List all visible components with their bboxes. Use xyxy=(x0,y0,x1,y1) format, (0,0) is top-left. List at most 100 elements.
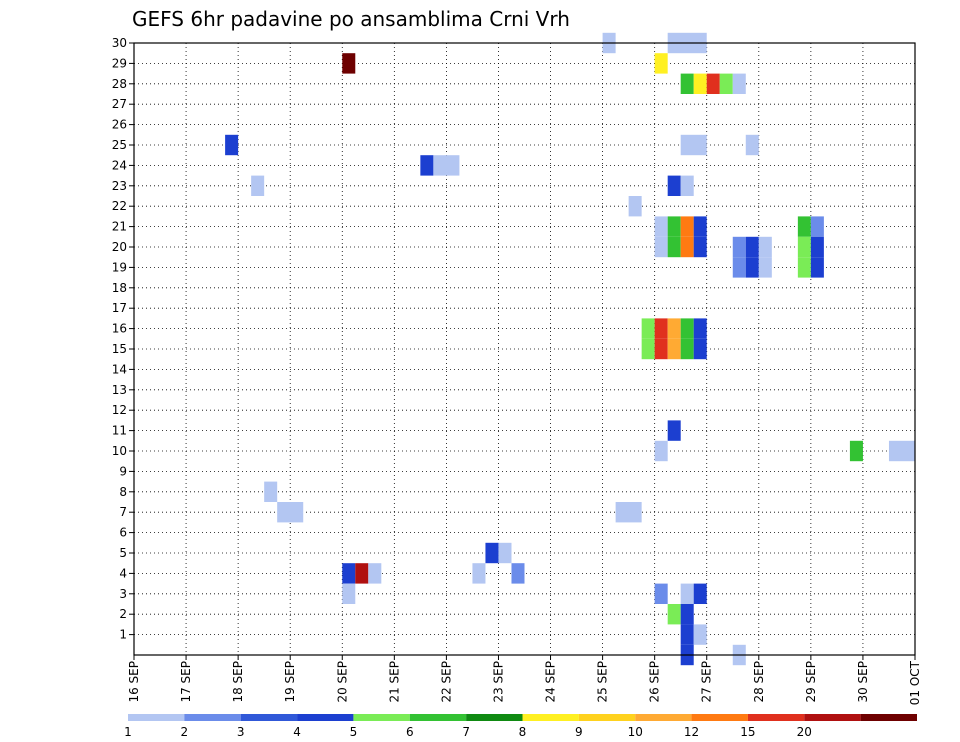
y-tick-label: 3 xyxy=(119,587,127,601)
y-tick-label: 12 xyxy=(112,403,127,417)
precip-cell xyxy=(654,53,668,74)
precip-cell xyxy=(667,175,681,196)
x-tick-label: 01 OCT xyxy=(908,660,922,705)
colorbar-label: 12 xyxy=(684,725,699,739)
y-tick-label: 10 xyxy=(112,444,127,458)
colorbar-swatch xyxy=(635,714,692,721)
y-tick-label: 9 xyxy=(119,464,127,478)
y-tick-label: 26 xyxy=(112,118,127,132)
colorbar-label: 20 xyxy=(797,725,812,739)
precip-cell xyxy=(667,604,681,625)
precip-cell xyxy=(485,542,499,564)
precip-cell xyxy=(693,73,707,94)
precip-cell xyxy=(797,216,811,237)
colorbar-swatch xyxy=(691,714,748,721)
precip-cell xyxy=(654,236,668,258)
y-tick-label: 6 xyxy=(119,526,127,540)
precip-cell xyxy=(368,563,382,584)
precip-cell xyxy=(355,563,369,584)
x-tick-label: 20 SEP xyxy=(335,661,349,703)
colorbar-label: 6 xyxy=(406,725,414,739)
precip-cell xyxy=(667,420,681,441)
precip-cell xyxy=(615,502,642,523)
x-tick-label: 16 SEP xyxy=(127,661,141,703)
colorbar-swatch xyxy=(747,714,805,721)
precip-cell xyxy=(732,236,746,258)
precip-cell xyxy=(758,236,772,258)
colorbar-swatch xyxy=(297,714,354,721)
y-tick-label: 13 xyxy=(112,383,127,397)
colorbar-swatch xyxy=(466,714,523,721)
precip-cell xyxy=(680,624,694,645)
precip-cell xyxy=(667,216,681,237)
colorbar-swatch xyxy=(184,714,241,721)
precip-cell xyxy=(797,236,811,258)
precip-cell xyxy=(654,583,668,604)
precip-cell xyxy=(693,338,707,360)
y-tick-label: 29 xyxy=(112,56,127,70)
y-tick-label: 19 xyxy=(112,260,127,274)
x-tick-label: 28 SEP xyxy=(752,661,766,703)
x-tick-label: 29 SEP xyxy=(804,661,818,703)
precipitation-cells xyxy=(225,32,915,666)
x-tick-label: 21 SEP xyxy=(387,661,401,703)
colorbar-legend: 1 2 3 4 5 6 7 8 9 10 12 15 20 xyxy=(124,714,917,739)
x-tick-label: 24 SEP xyxy=(544,661,558,703)
colorbar-swatch xyxy=(804,714,861,721)
precip-cell xyxy=(225,134,239,156)
precip-cell xyxy=(745,236,759,258)
precip-cell xyxy=(654,216,668,237)
precip-cell xyxy=(732,73,746,94)
precip-cell xyxy=(511,563,525,584)
y-tick-label: 30 xyxy=(112,36,127,50)
y-tick-label: 14 xyxy=(112,362,127,376)
precip-cell xyxy=(277,502,304,523)
precip-cell xyxy=(628,196,642,217)
precip-cell xyxy=(667,318,681,339)
y-tick-label: 5 xyxy=(119,546,127,560)
colorbar-label: 10 xyxy=(628,725,643,739)
precip-cell xyxy=(498,542,512,564)
precip-cell xyxy=(641,318,655,339)
precip-cell xyxy=(680,73,694,94)
precip-cell xyxy=(680,216,694,237)
precip-cell xyxy=(810,257,824,278)
y-tick-label: 20 xyxy=(112,240,127,254)
precip-cell xyxy=(758,257,772,278)
y-axis: 1234567891011121314151617181920212223242… xyxy=(112,36,134,642)
precip-cell xyxy=(667,338,681,360)
precip-cell xyxy=(693,624,707,645)
colorbar-swatch xyxy=(240,714,298,721)
x-tick-label: 25 SEP xyxy=(596,661,610,703)
y-tick-label: 15 xyxy=(112,342,127,356)
precip-cell xyxy=(251,175,265,196)
y-tick-label: 2 xyxy=(119,607,127,621)
colorbar-swatch xyxy=(578,714,636,721)
precip-cell xyxy=(849,440,863,462)
precip-cell xyxy=(810,236,824,258)
colorbar-label: 8 xyxy=(519,725,527,739)
precip-cell xyxy=(342,53,356,74)
colorbar-label: 4 xyxy=(293,725,301,739)
precip-cell xyxy=(433,155,460,176)
colorbar-swatch xyxy=(860,714,917,721)
x-tick-label: 30 SEP xyxy=(856,661,870,703)
x-tick-label: 23 SEP xyxy=(491,661,505,703)
x-tick-label: 26 SEP xyxy=(648,661,662,703)
colorbar-label: 1 xyxy=(124,725,132,739)
colorbar-label: 3 xyxy=(237,725,245,739)
x-tick-label: 22 SEP xyxy=(439,661,453,703)
y-tick-label: 24 xyxy=(112,158,127,172)
y-tick-label: 25 xyxy=(112,138,127,152)
x-axis: 16 SEP 17 SEP 18 SEP 19 SEP 20 SEP 21 SEP 22 S… xyxy=(127,655,922,705)
colorbar-swatch xyxy=(128,714,185,721)
precip-cell xyxy=(797,257,811,278)
y-tick-label: 7 xyxy=(119,505,127,519)
y-tick-label: 8 xyxy=(119,485,127,499)
precip-cell xyxy=(654,318,668,339)
precip-cell xyxy=(693,583,707,604)
precip-cell xyxy=(745,134,759,156)
precip-cell xyxy=(693,318,707,339)
y-tick-label: 21 xyxy=(112,220,127,234)
